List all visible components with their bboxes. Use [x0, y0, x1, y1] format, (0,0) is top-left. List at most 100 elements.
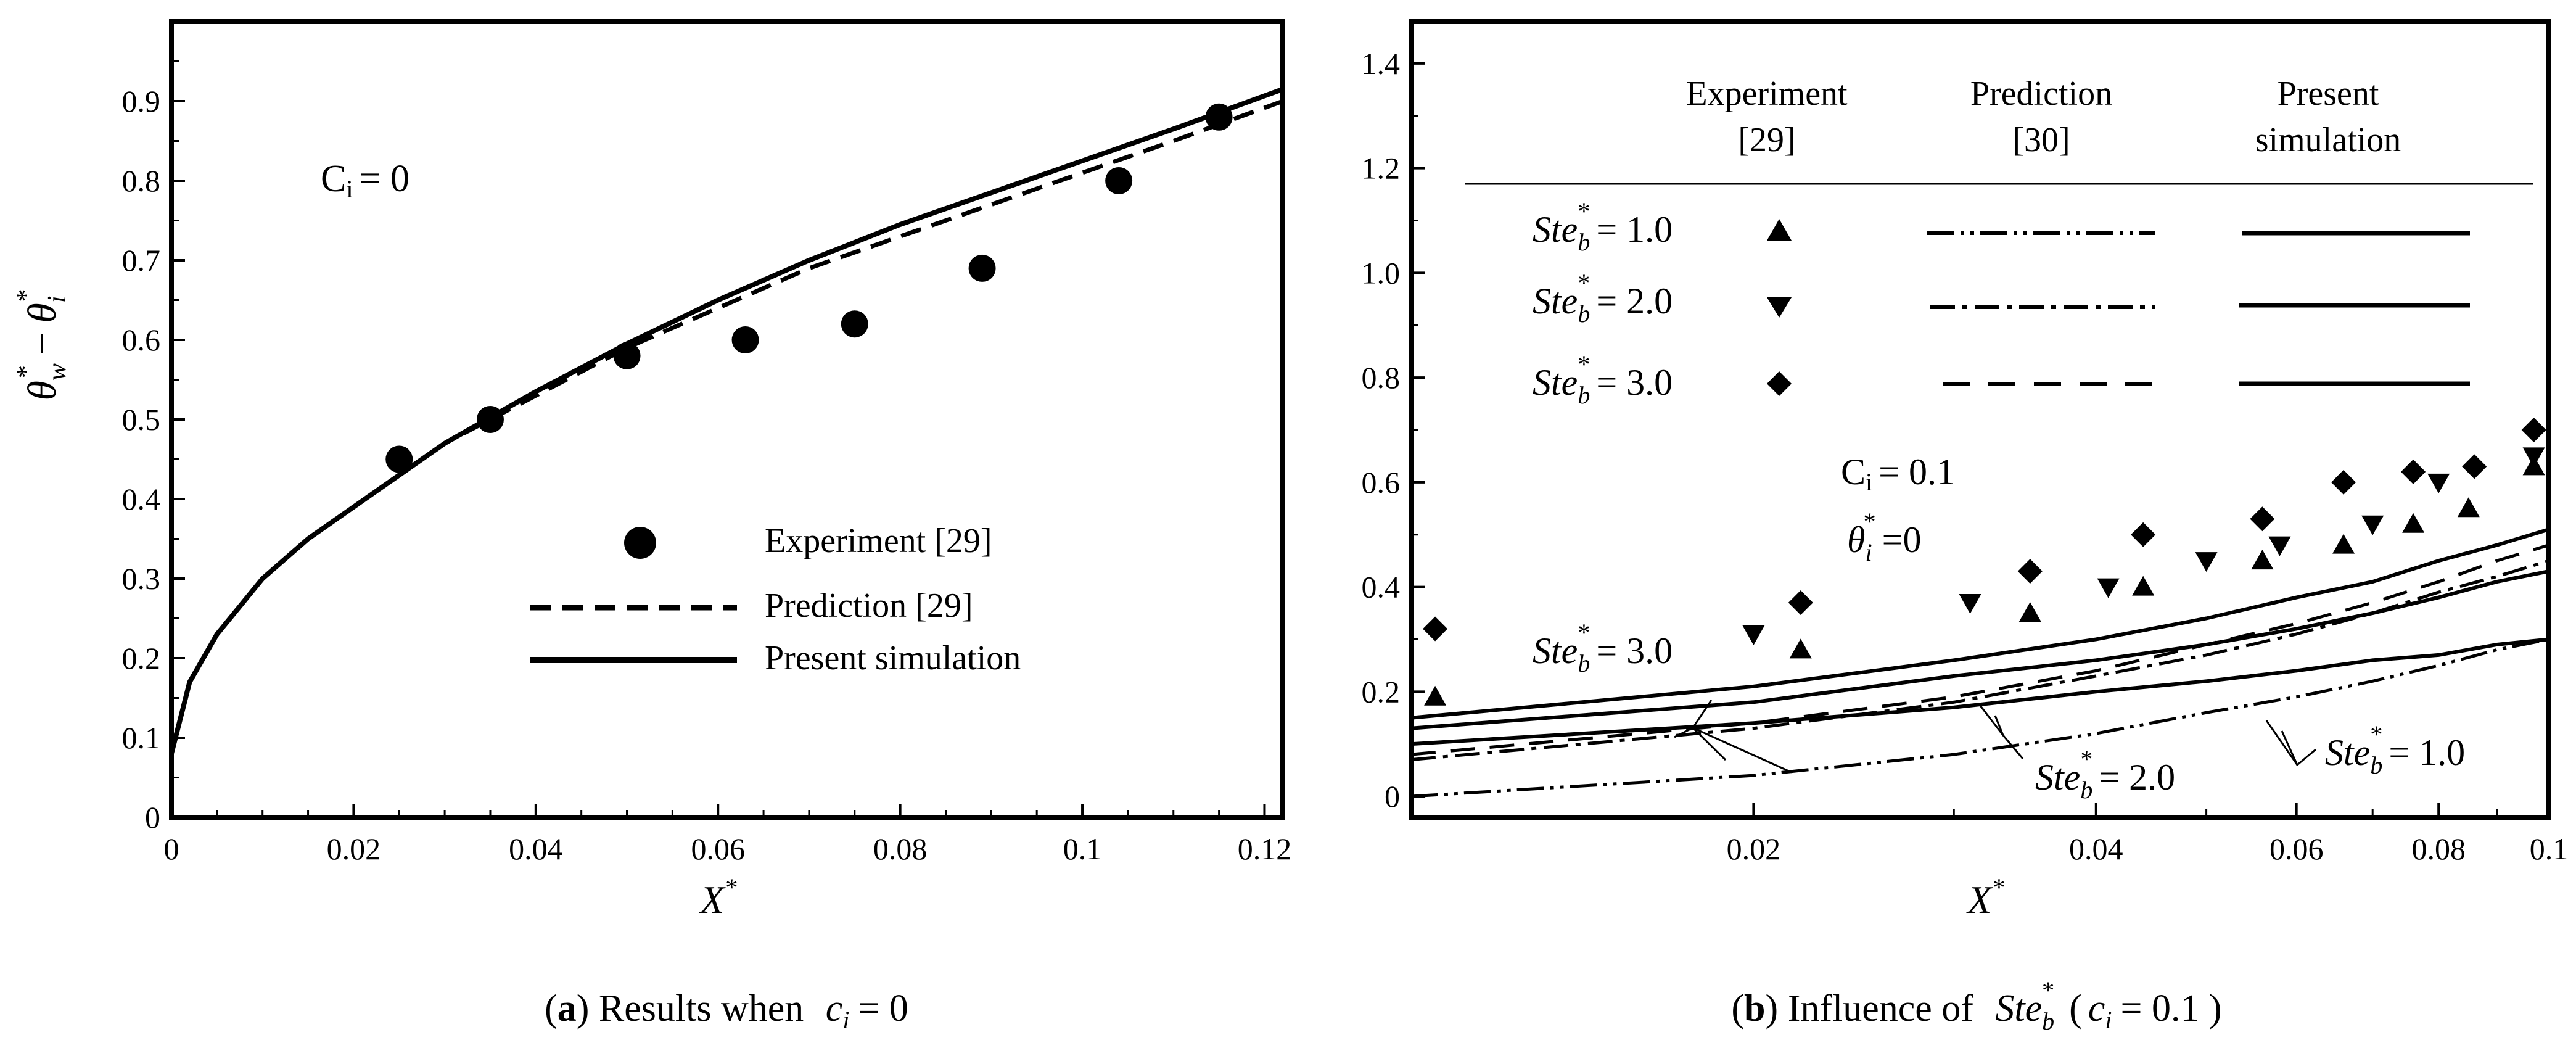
- experiment-point: [1423, 616, 1448, 642]
- panel-b-ci-annotation: Ci = 0.1: [1841, 452, 1955, 496]
- experiment-point: [2251, 550, 2274, 570]
- x-tick-label: 0.06: [691, 832, 745, 866]
- experiment-point: [2017, 559, 2043, 584]
- experiment-point: [2521, 417, 2546, 442]
- y-tick-label: 1.2: [1362, 151, 1401, 186]
- prediction-curve: [1410, 637, 2549, 798]
- legend-simulation-label: Present simulation: [765, 639, 1021, 677]
- y-tick-label: 0.6: [1362, 465, 1401, 500]
- experiment-point: [2332, 534, 2355, 554]
- legend-experiment-marker: [624, 527, 656, 559]
- experiment-point: [2195, 552, 2218, 572]
- y-tick-label: 0.8: [1362, 360, 1401, 395]
- experiment-point: [2018, 602, 2041, 622]
- panel-b-theta-annotation: θi* =0: [1847, 508, 1921, 566]
- legend-header-experiment-line2: [29]: [1738, 121, 1795, 159]
- experiment-point: [2268, 536, 2291, 556]
- experiment-point: [2522, 447, 2545, 468]
- y-tick-label: 0: [145, 800, 160, 835]
- panel-a-x-axis-label: X*: [698, 873, 736, 922]
- x-tick-label: 0.12: [1238, 832, 1292, 866]
- x-tick-label: 0.1: [2530, 832, 2569, 866]
- x-tick-label: 0.02: [327, 832, 381, 866]
- y-tick-label: 0.2: [1362, 674, 1401, 709]
- experiment-point: [1959, 594, 1981, 614]
- legend-header-prediction-line2: [30]: [2012, 121, 2070, 159]
- experiment-point: [2427, 473, 2450, 493]
- curve-label-ste-3: Steb* = 3.0: [1533, 619, 1673, 677]
- panel-b-curve-labels: Steb* = 3.0 Steb* = 2.0 Steb* = 1.0: [1533, 619, 2465, 804]
- experiment-point: [2132, 576, 2155, 596]
- curve-label-ste-1: Steb* = 1.0: [2325, 720, 2465, 779]
- panel-a-ticks: 0 0.02 0.04 0.06 0.08 0.1 0.12 0 0.1 0.2 0.3 0.4 0.5…: [122, 60, 1292, 866]
- legend-header-experiment-line1: Experiment: [1686, 75, 1848, 113]
- y-tick-label: 0.6: [122, 323, 161, 357]
- y-tick-label: 0.7: [122, 243, 161, 278]
- prediction-curve: [1410, 543, 2549, 756]
- x-tick-label: 0.1: [1063, 832, 1102, 866]
- leader-ste-1-a: [2281, 730, 2316, 767]
- x-tick-label: 0.04: [509, 832, 563, 866]
- experiment-point: [841, 310, 868, 338]
- legend-prediction-label: Prediction [29]: [765, 587, 973, 625]
- y-tick-label: 1.0: [1362, 255, 1401, 290]
- y-tick-label: 0: [1385, 779, 1400, 814]
- panel-a: 0 0.02 0.04 0.06 0.08 0.1 0.12 0 0.1 0.2 0.3 0.4 0.5…: [12, 19, 1292, 1034]
- panel-b-x-axis-label: X*: [1965, 873, 2004, 922]
- legend-header-prediction-line1: Prediction: [1970, 75, 2112, 113]
- legend-row-2-label: Steb* = 2.0: [1533, 269, 1673, 328]
- panel-a-ci-annotation: Ci = 0: [321, 158, 409, 203]
- y-tick-label: 0.2: [122, 641, 161, 675]
- panel-a-legend: Experiment [29] Prediction [29] Present …: [530, 522, 1021, 677]
- experiment-point: [2331, 469, 2356, 495]
- panel-a-caption: (a) Results when ci = 0: [545, 988, 908, 1034]
- experiment-point: [385, 445, 413, 473]
- y-label-theta-w: θ: [20, 381, 65, 400]
- experiment-point: [2131, 522, 2156, 547]
- experiment-point: [1424, 685, 1447, 706]
- legend-experiment-label: Experiment [29]: [765, 522, 992, 560]
- y-tick-label: 0.4: [1362, 570, 1401, 605]
- simulation-curve: [169, 86, 1284, 754]
- experiment-point: [2097, 578, 2120, 598]
- y-tick-label: 0.8: [122, 163, 161, 198]
- panel-a-series: [169, 86, 1284, 754]
- simulation-curve: [1410, 527, 2549, 720]
- panel-a-frame: [169, 19, 1285, 820]
- leader-ste-1-b: [2265, 720, 2298, 766]
- experiment-point: [1788, 590, 1813, 616]
- panel-b-series: [1410, 417, 2549, 798]
- experiment-point: [1742, 625, 1765, 645]
- panel-b-frame: [1409, 19, 2551, 820]
- leader-ste-2-b: [1977, 703, 2004, 736]
- y-tick-label: 0.1: [122, 720, 161, 755]
- panel-b-legend: Experiment [29] Prediction [30] Present …: [1465, 75, 2533, 409]
- x-tick-label: 0.02: [1727, 832, 1781, 866]
- experiment-point: [2401, 459, 2426, 484]
- panel-a-y-axis-label: θw*−θi*: [12, 290, 72, 400]
- experiment-point: [1105, 167, 1133, 194]
- legend-row-3-label: Steb* = 3.0: [1533, 350, 1673, 409]
- x-tick-label: 0.08: [2411, 832, 2466, 866]
- legend-row-3-marker: [1767, 371, 1792, 396]
- curve-label-ste-2: Steb* = 2.0: [2035, 745, 2175, 804]
- legend-header-simulation-line1: Present: [2278, 75, 2379, 113]
- legend-row-1-label: Steb* = 1.0: [1533, 197, 1673, 256]
- panel-b-caption: (b) Influence of Steb*(ci = 0.1 ): [1731, 976, 2221, 1035]
- svg-text:θw*−θi*: θw*−θi*: [12, 290, 72, 400]
- y-tick-label: 0.9: [122, 84, 161, 118]
- experiment-point: [2402, 513, 2425, 533]
- legend-row-2-marker: [1767, 297, 1792, 318]
- simulation-curve: [1410, 569, 2549, 730]
- experiment-point: [2457, 497, 2480, 518]
- y-tick-label: 0.3: [122, 561, 161, 596]
- x-tick-label: 0.04: [2069, 832, 2123, 866]
- x-tick-label: 0.08: [873, 832, 928, 866]
- experiment-point: [2462, 454, 2487, 479]
- experiment-point: [1789, 638, 1812, 659]
- leader-ste-3-b: [1692, 727, 1727, 761]
- leader-ste-2-a: [1994, 715, 2024, 759]
- x-tick-label: 0.06: [2269, 832, 2324, 866]
- legend-header-simulation-line2: simulation: [2255, 121, 2401, 159]
